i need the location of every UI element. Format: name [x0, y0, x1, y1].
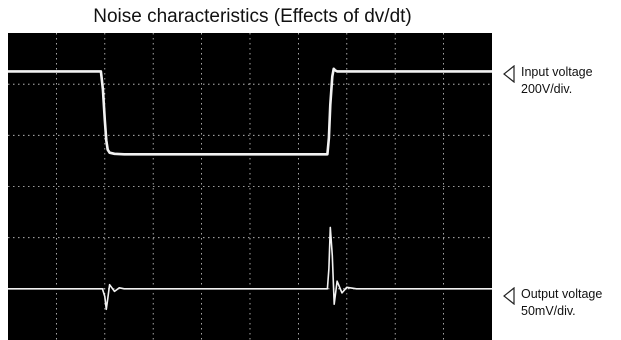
oscilloscope-screen — [8, 33, 492, 340]
output-voltage-name: Output voltage — [521, 287, 603, 301]
output-marker-icon — [503, 287, 515, 305]
input-voltage-scale: 200V/div. — [521, 82, 573, 96]
output-voltage-scale: 50mV/div. — [521, 304, 576, 318]
input-voltage-trace — [8, 67, 492, 156]
chart-title: Noise characteristics (Effects of dv/dt) — [93, 6, 412, 27]
output-voltage-trace — [8, 226, 492, 311]
input-marker-icon — [503, 65, 515, 83]
input-voltage-name: Input voltage — [521, 65, 593, 79]
traces — [8, 67, 492, 311]
